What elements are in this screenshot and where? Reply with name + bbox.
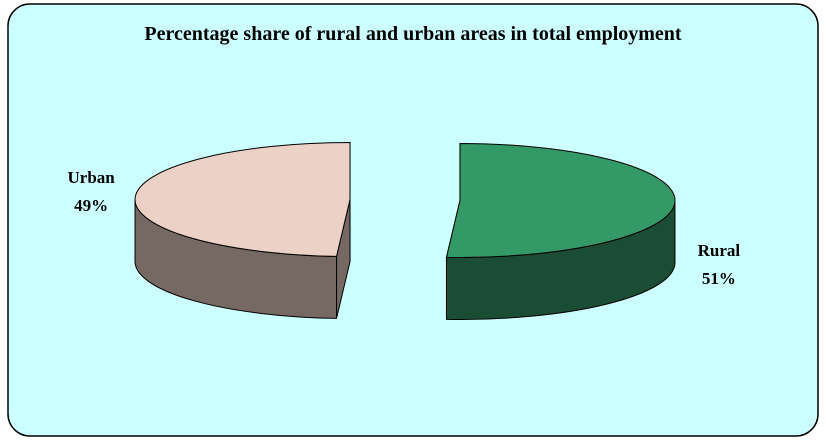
chart-title: Percentage share of rural and urban area… <box>144 23 682 45</box>
slice <box>445 142 676 320</box>
slice-top <box>445 142 676 258</box>
slice-label: Urban <box>68 168 116 187</box>
slice <box>134 142 351 319</box>
slice-value-label: 51% <box>702 269 736 288</box>
slice-value-label: 49% <box>74 196 108 215</box>
slice-label: Rural <box>698 241 741 260</box>
chart-background <box>7 3 819 437</box>
slice-top <box>134 142 351 257</box>
